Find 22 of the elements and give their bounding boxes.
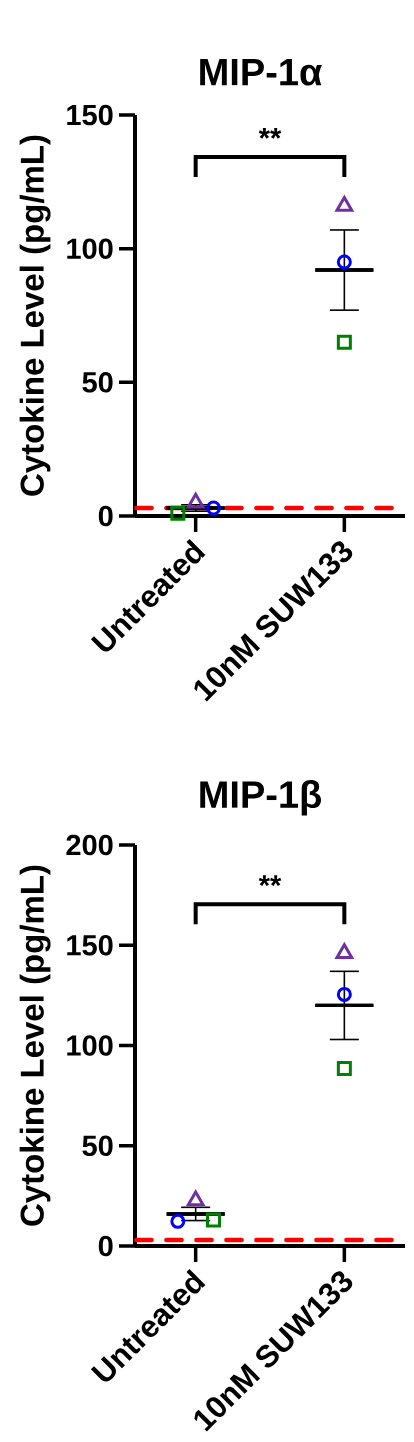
chart-title: MIP-1α	[200, 59, 322, 86]
point	[336, 1061, 352, 1077]
y-tick-label: 150	[67, 935, 113, 956]
point	[186, 492, 205, 509]
point	[186, 1190, 205, 1207]
y-tick-label: 100	[67, 1035, 113, 1056]
y-tick-label: 0	[98, 505, 113, 527]
point	[336, 254, 352, 270]
annotation: **	[258, 127, 282, 139]
y-tick-label: 0	[98, 1235, 113, 1257]
point	[335, 943, 354, 960]
y-tick-label: 50	[82, 1135, 113, 1157]
y-tick-label: 50	[82, 372, 113, 393]
y-axis-title: Cytokine Level (pg/mL)	[19, 135, 51, 496]
y-tick-label: 150	[67, 104, 113, 126]
y-tick-label: 200	[66, 834, 113, 856]
chart-title: MIP-1β	[200, 780, 321, 816]
y-axis-title: Cytokine Level (pg/mL)	[19, 865, 51, 1226]
point	[336, 986, 352, 1002]
y-tick-label: 100	[67, 238, 113, 259]
point	[336, 334, 352, 350]
annotation: **	[258, 875, 282, 887]
